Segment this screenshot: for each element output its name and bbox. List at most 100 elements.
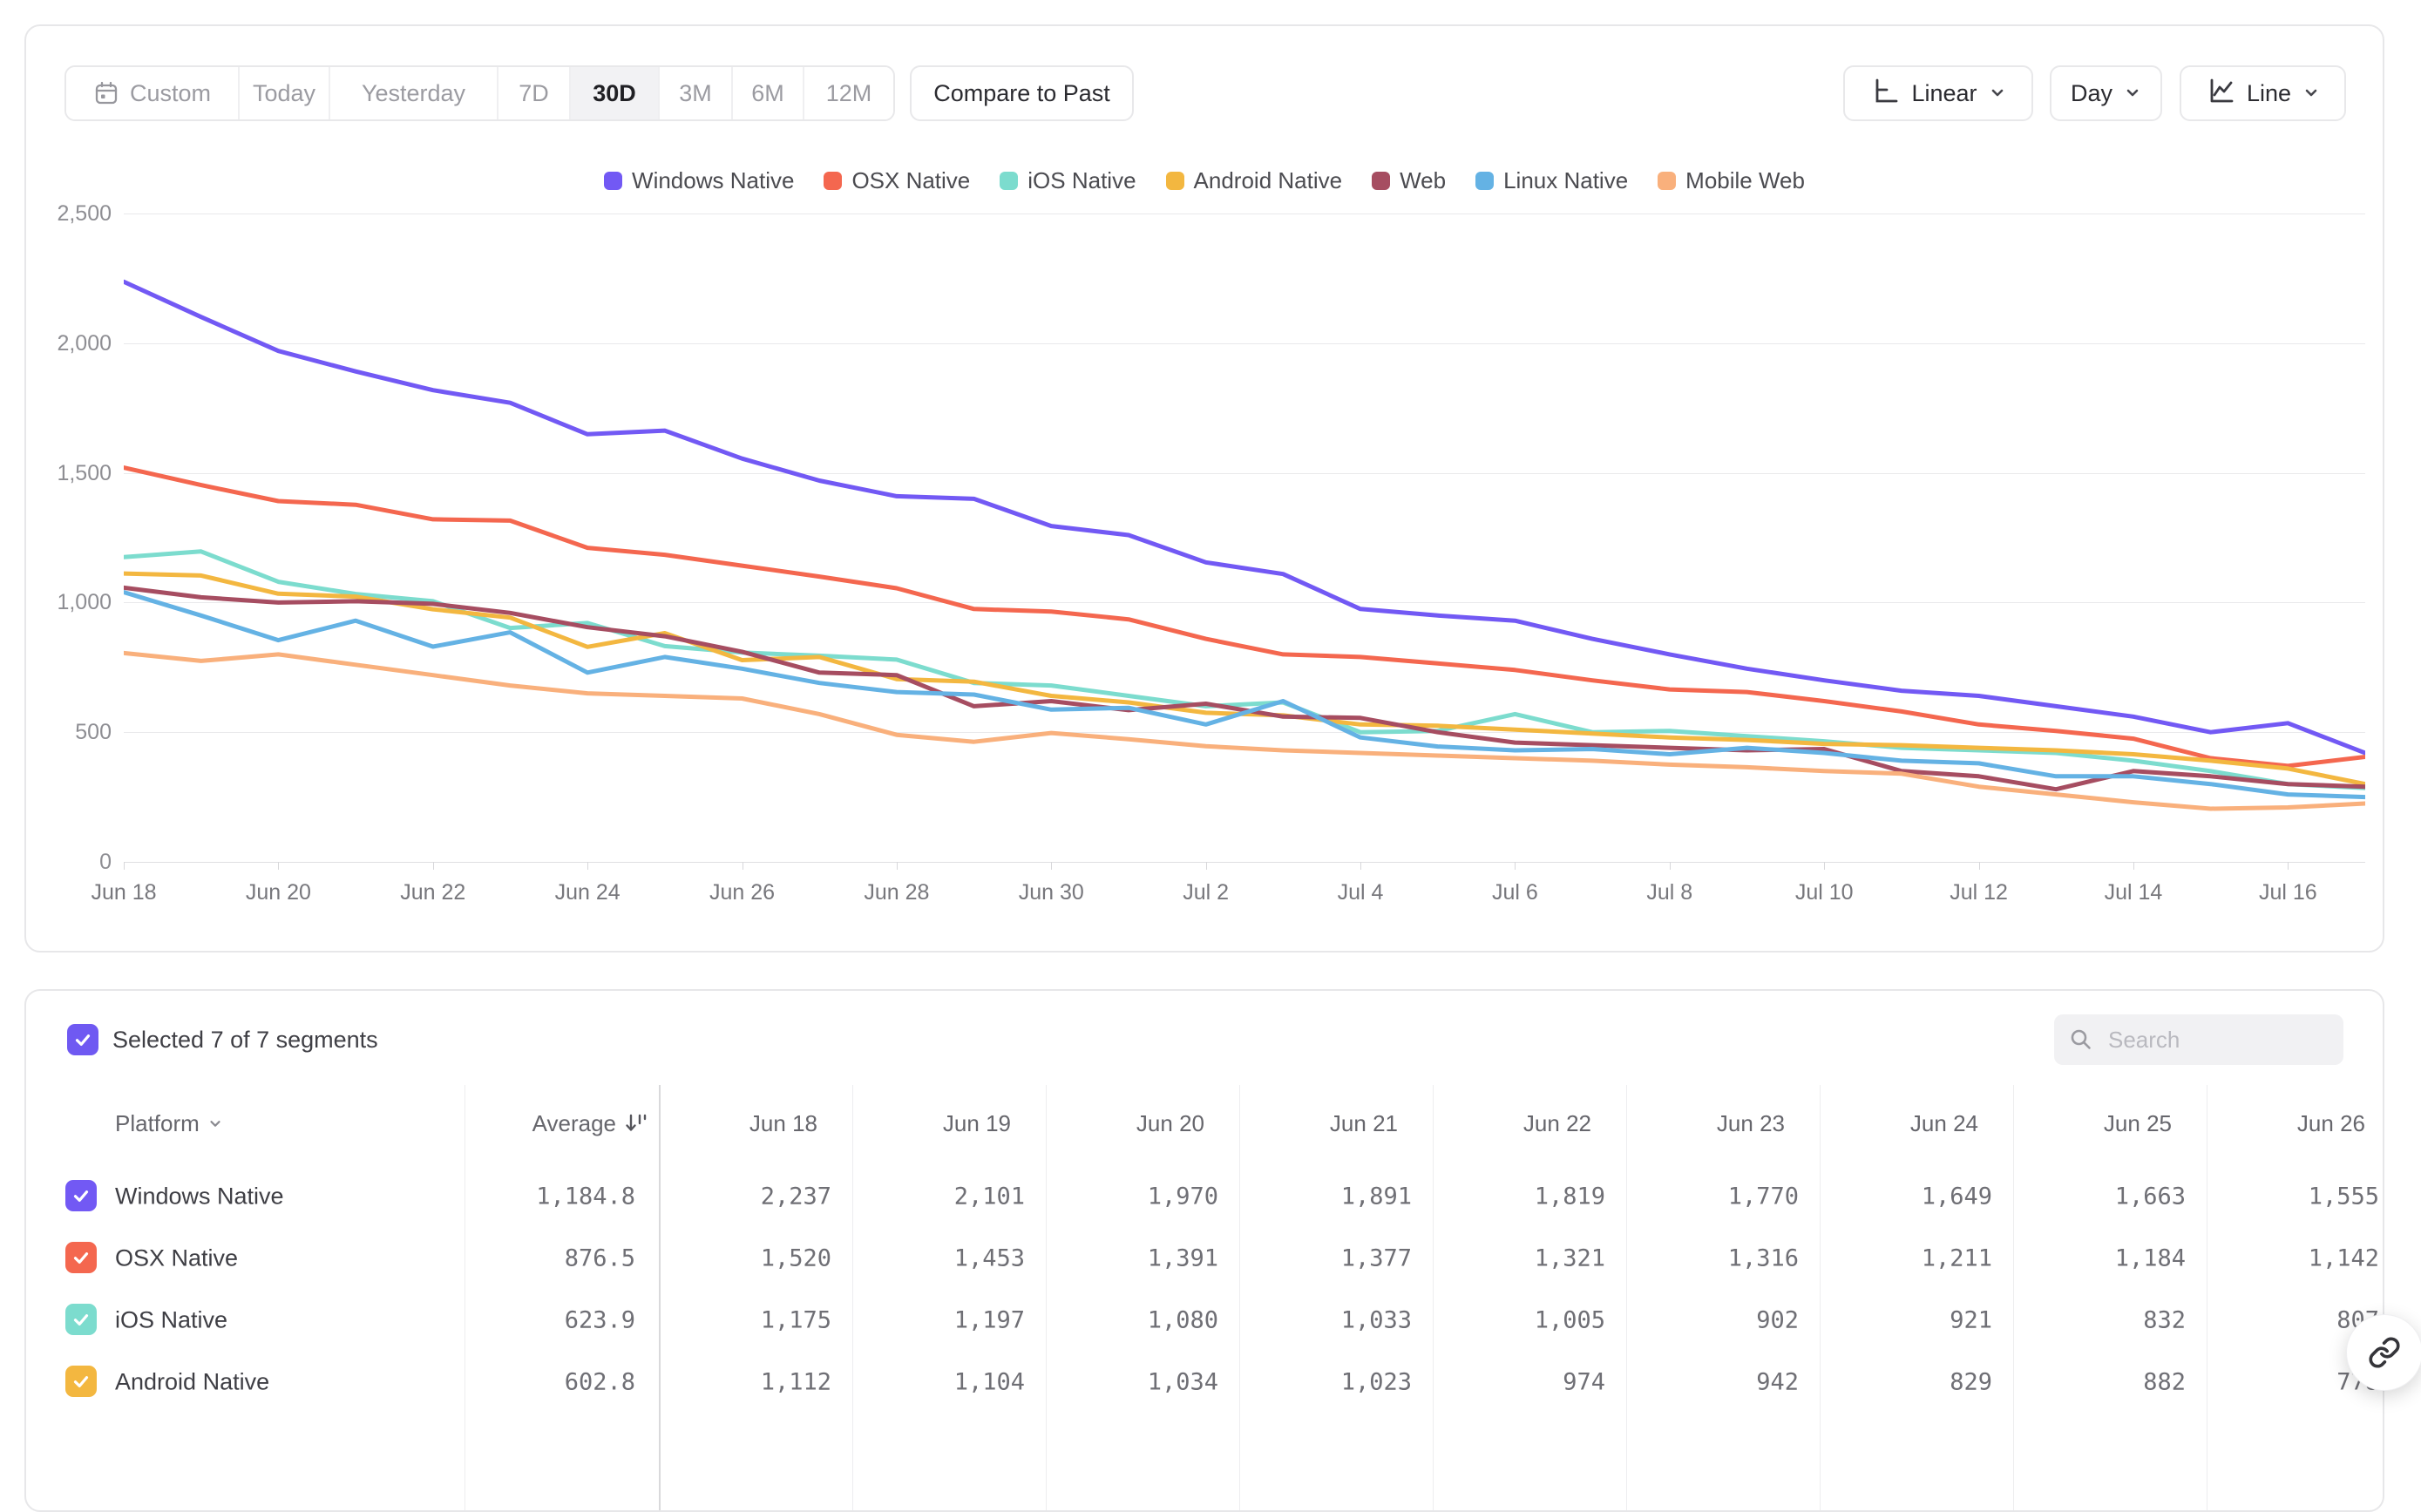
date-column-header[interactable]: Jun 21 [1329, 1109, 1398, 1136]
column-divider [1820, 1085, 1821, 1510]
table-row-ios-native[interactable]: iOS Native 623.9 1,175 1,197 1,080 1,033 1,005… [26, 1289, 2383, 1351]
date-column-header[interactable]: Jun 23 [1716, 1109, 1785, 1136]
series-line-windows-native[interactable] [124, 279, 2365, 756]
x-axis-label: Jul 16 [2258, 880, 2317, 905]
legend-swatch [1165, 172, 1184, 190]
range-12m[interactable]: 12M [804, 67, 893, 119]
x-axis-label: Jun 22 [400, 880, 466, 905]
selected-segments-summary: Selected 7 of 7 segments [112, 1027, 378, 1053]
range-label: 3M [679, 79, 712, 106]
series-line-osx-native[interactable] [124, 465, 2365, 769]
series-line-linux-native[interactable] [124, 590, 2365, 800]
axis-scale-icon [1870, 76, 1900, 112]
date-range-selector: Custom Today Yesterday 7D 30D 3M 6M 12M [64, 65, 895, 121]
range-label: Custom [129, 79, 212, 106]
row-checkbox[interactable] [65, 1180, 97, 1211]
row-value: 1,211 [1921, 1244, 1992, 1271]
legend-item-mobile-web[interactable]: Mobile Web [1658, 167, 1805, 194]
range-today[interactable]: Today [240, 67, 330, 119]
series-line-mobile-web[interactable] [124, 650, 2365, 811]
row-checkbox[interactable] [65, 1366, 97, 1397]
search-icon [2068, 1027, 2094, 1053]
row-value: 1,891 [1340, 1183, 1412, 1210]
date-column-header[interactable]: Jun 24 [1909, 1109, 1978, 1136]
gridline-2000 [124, 342, 2365, 344]
line-chart-canvas[interactable] [124, 200, 2365, 869]
legend-swatch [1658, 172, 1677, 190]
x-axis-tick [896, 862, 898, 870]
date-column-header[interactable]: Jun 19 [942, 1109, 1011, 1136]
average-column-header[interactable]: Average [465, 1109, 659, 1138]
x-axis-tick [278, 862, 280, 870]
series-line-ios-native[interactable] [124, 549, 2365, 790]
platform-column-header[interactable]: Platform [115, 1109, 223, 1138]
range-3m[interactable]: 3M [660, 67, 733, 119]
search-input[interactable] [2106, 1025, 2329, 1054]
row-value: 1,104 [953, 1368, 1025, 1395]
compare-to-past-label: Compare to Past [933, 79, 1110, 106]
x-axis-label: Jul 6 [1492, 880, 1538, 905]
legend-item-osx-native[interactable]: OSX Native [824, 167, 970, 194]
range-7d[interactable]: 7D [498, 67, 571, 119]
row-checkbox[interactable] [65, 1304, 97, 1335]
date-column-header[interactable]: Jun 18 [749, 1109, 817, 1136]
row-value: 882 [2143, 1368, 2186, 1395]
x-axis-label: Jun 30 [1018, 880, 1084, 905]
y-axis-label: 2,500 [57, 201, 112, 226]
gridline-0 [124, 862, 2365, 863]
compare-to-past-button[interactable]: Compare to Past [910, 65, 1134, 121]
legend-item-android-native[interactable]: Android Native [1165, 167, 1343, 194]
legend-item-ios-native[interactable]: iOS Native [1000, 167, 1136, 194]
legend-swatch [1372, 172, 1391, 190]
chart-type-dropdown[interactable]: Line [2180, 65, 2346, 121]
legend-label: Windows Native [632, 167, 795, 193]
range-6m[interactable]: 6M [733, 67, 804, 119]
scale-dropdown[interactable]: Linear [1843, 65, 2033, 121]
range-label: 30D [593, 79, 636, 106]
gridline-1000 [124, 602, 2365, 604]
row-average-value: 1,184.8 [536, 1183, 635, 1210]
range-30d[interactable]: 30D [571, 67, 660, 119]
date-column-header[interactable]: Jun 22 [1522, 1109, 1591, 1136]
gridline-1500 [124, 472, 2365, 474]
range-yesterday[interactable]: Yesterday [330, 67, 498, 119]
legend-item-web[interactable]: Web [1372, 167, 1446, 194]
platform-header-label: Platform [115, 1109, 200, 1136]
legend-label: Android Native [1193, 167, 1343, 193]
segment-search [2054, 1014, 2343, 1065]
interval-dropdown[interactable]: Day [2050, 65, 2162, 121]
table-row-osx-native[interactable]: OSX Native 876.5 1,520 1,453 1,391 1,377 1,321… [26, 1227, 2383, 1289]
row-value: 1,197 [953, 1306, 1025, 1333]
legend-item-windows-native[interactable]: Windows Native [604, 167, 794, 194]
row-value: 1,649 [1921, 1183, 1992, 1210]
row-value: 1,142 [2308, 1244, 2379, 1271]
legend-item-linux-native[interactable]: Linux Native [1475, 167, 1628, 194]
row-value: 1,520 [760, 1244, 831, 1271]
date-column-header[interactable]: Jun 20 [1136, 1109, 1204, 1136]
select-all-checkbox[interactable] [67, 1024, 98, 1055]
table-row-android-native[interactable]: Android Native 602.8 1,112 1,104 1,034 1,023 9… [26, 1351, 2383, 1413]
x-axis-tick [1824, 862, 1826, 870]
date-column-header[interactable]: Jun 25 [2103, 1109, 2172, 1136]
row-value: 1,023 [1340, 1368, 1412, 1395]
x-axis-label: Jun 24 [554, 880, 621, 905]
table-row-windows-native[interactable]: Windows Native 1,184.8 2,237 2,101 1,970 1,89… [26, 1165, 2383, 1227]
segments-table-card: Selected 7 of 7 segments Platform Averag… [24, 989, 2384, 1512]
row-checkbox[interactable] [65, 1242, 97, 1273]
row-value: 1,175 [760, 1306, 831, 1333]
series-line-web[interactable] [124, 585, 2365, 792]
share-link-button[interactable] [2346, 1314, 2421, 1391]
x-axis-tick [1515, 862, 1516, 870]
x-axis-label: Jul 10 [1794, 880, 1854, 905]
row-value: 832 [2143, 1306, 2186, 1333]
column-divider [1239, 1085, 1240, 1510]
date-column-header[interactable]: Jun 26 [2296, 1109, 2365, 1136]
average-header-label: Average [532, 1109, 616, 1136]
row-value: 1,391 [1147, 1244, 1218, 1271]
x-axis-tick [587, 862, 589, 870]
row-value: 829 [1950, 1368, 1992, 1395]
x-axis-tick [2133, 862, 2134, 870]
range-custom[interactable]: Custom [66, 67, 240, 119]
range-label: 12M [825, 79, 872, 106]
chart-legend: Windows Native OSX Native iOS Native Androi… [26, 167, 2383, 194]
